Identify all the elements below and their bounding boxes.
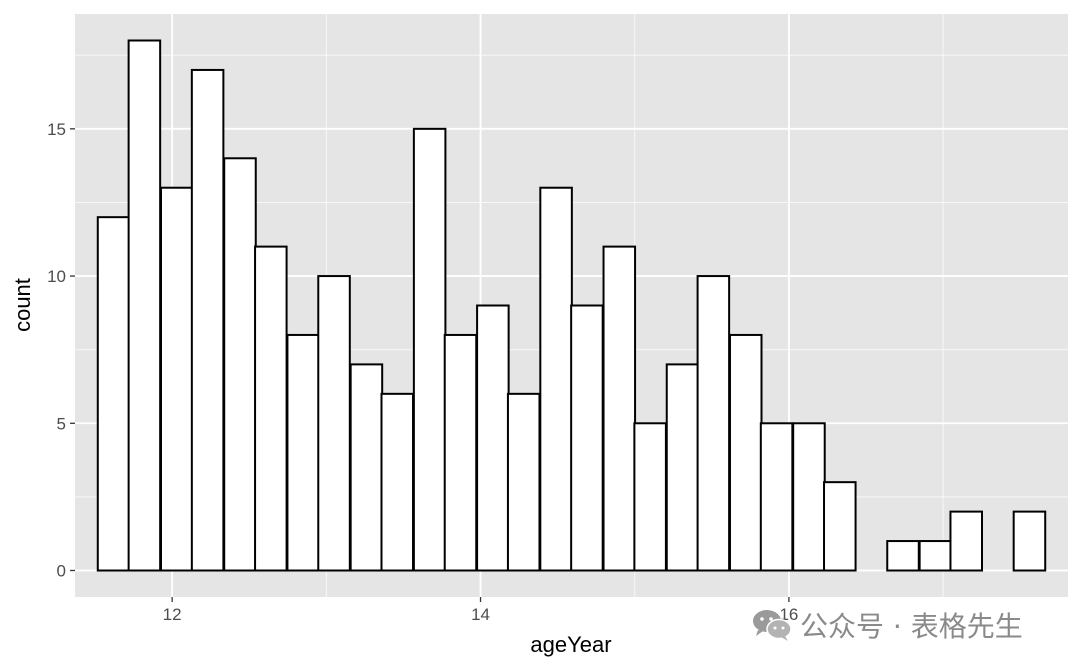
histogram-bar bbox=[412, 127, 447, 572]
histogram-bar bbox=[665, 363, 700, 572]
histogram-bar bbox=[96, 216, 131, 572]
histogram-bar bbox=[1012, 510, 1047, 572]
histogram-bar bbox=[949, 510, 983, 572]
histogram-bar bbox=[443, 333, 478, 572]
histogram-bar bbox=[696, 275, 731, 572]
watermark: 公众号 · 表格先生 bbox=[752, 605, 1023, 645]
histogram-bar bbox=[570, 304, 604, 572]
histogram-bar bbox=[190, 68, 225, 572]
x-tick-label: 16 bbox=[779, 605, 798, 624]
wechat-icon bbox=[753, 610, 792, 641]
histogram-bar bbox=[254, 245, 288, 572]
histogram-bar bbox=[160, 186, 194, 572]
x-tick-label: 14 bbox=[471, 605, 490, 624]
y-tick-label: 15 bbox=[47, 120, 66, 139]
histogram-bar bbox=[886, 540, 920, 572]
histogram-bar bbox=[349, 363, 384, 572]
histogram-bar bbox=[633, 422, 667, 572]
y-tick-label: 10 bbox=[47, 267, 66, 286]
histogram-bar bbox=[476, 304, 510, 572]
histogram-bar bbox=[127, 39, 162, 572]
histogram-bar bbox=[286, 333, 320, 572]
x-axis-title: ageYear bbox=[530, 632, 611, 657]
histogram-bar bbox=[602, 245, 637, 572]
histogram-bar bbox=[728, 333, 763, 572]
histogram-bar bbox=[380, 392, 415, 572]
y-axis-ticks: 0 5 10 15 bbox=[47, 120, 75, 581]
histogram-bar bbox=[506, 392, 541, 572]
x-tick-label: 12 bbox=[163, 605, 182, 624]
histogram-bar bbox=[317, 275, 351, 572]
histogram-bar bbox=[823, 481, 857, 572]
y-axis-title: count bbox=[10, 278, 35, 332]
histogram-bar bbox=[223, 157, 257, 572]
histogram-bar bbox=[792, 422, 826, 572]
histogram-bars bbox=[96, 39, 1047, 572]
histogram-bar bbox=[918, 540, 953, 572]
histogram-bar bbox=[759, 422, 794, 572]
y-tick-label: 5 bbox=[57, 414, 66, 433]
x-axis-ticks: 12 14 16 bbox=[163, 597, 798, 624]
watermark-text: 公众号 · 表格先生 bbox=[800, 610, 1023, 643]
y-tick-label: 0 bbox=[57, 562, 66, 581]
histogram-bar bbox=[539, 186, 573, 572]
